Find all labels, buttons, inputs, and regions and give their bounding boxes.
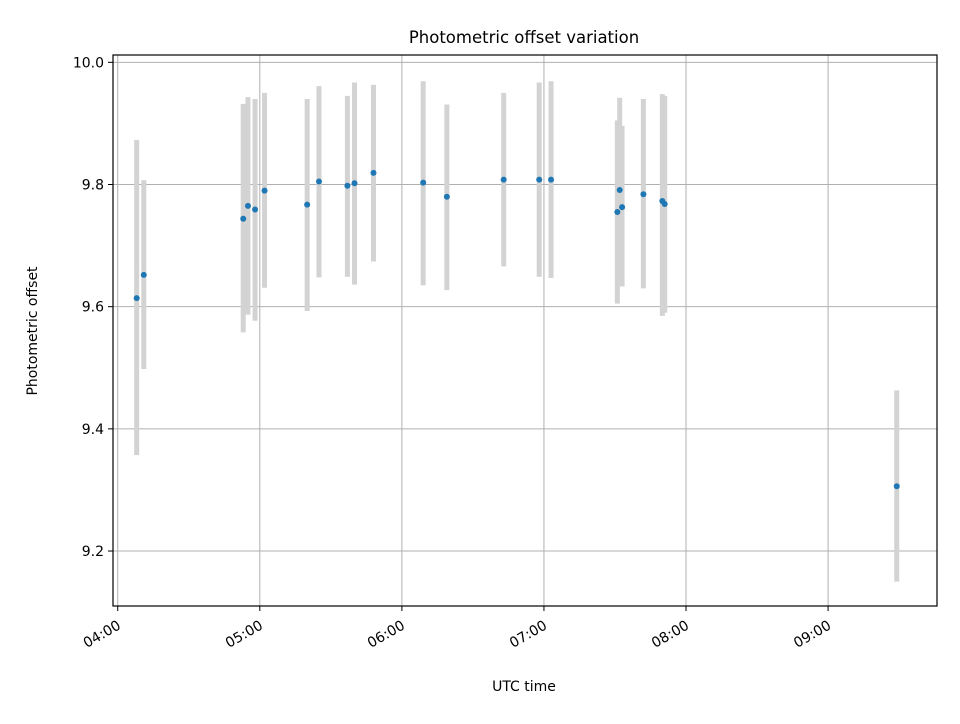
data-point [614,208,621,215]
data-point [893,483,900,490]
data-point [140,271,147,278]
y-tick-label: 9.2 [82,544,104,560]
data-point [536,176,543,183]
data-point [316,178,322,185]
data-point [443,193,450,200]
point-layer [133,169,900,490]
data-point [261,187,268,194]
data-point [640,191,647,198]
data-point [616,187,623,194]
data-point [500,176,507,183]
data-point [304,201,311,208]
data-point [619,204,626,211]
data-point [133,295,140,302]
data-point [370,169,377,176]
data-point [252,206,259,213]
y-tick-label: 9.4 [82,422,104,438]
x-axis-label: UTC time [492,679,556,695]
chart-title: Photometric offset variation [409,28,639,47]
y-tick-label: 9.6 [82,300,104,316]
data-point [420,179,427,186]
data-point [548,176,555,183]
data-point [240,215,247,222]
y-tick-label: 9.8 [82,178,104,194]
y-tick-label: 10.0 [73,55,104,71]
data-point [344,182,351,189]
data-point [661,201,668,208]
plot-frame [112,54,938,607]
y-axis-label: Photometric offset [25,266,41,396]
data-point [244,202,251,209]
data-point [351,180,358,187]
